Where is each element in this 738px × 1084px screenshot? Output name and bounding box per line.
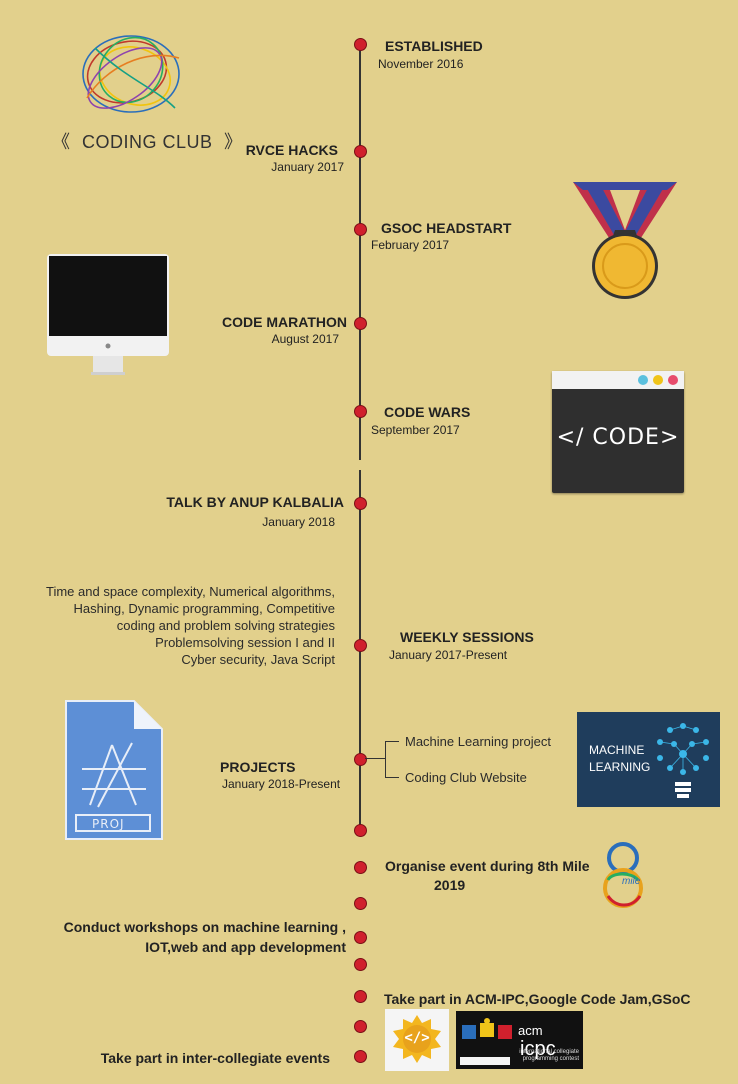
event-date-established: November 2016 (378, 57, 464, 71)
timeline-dot (354, 317, 367, 330)
mile-logo-text: mile (622, 876, 641, 887)
timeline-dot (354, 897, 367, 910)
timeline-dot (354, 931, 367, 944)
icpc-acm-text: acm (518, 1023, 543, 1038)
gsoc-glyph: </> (404, 1030, 430, 1046)
ml-card-line2: LEARNING (589, 760, 651, 774)
project-bracket (385, 741, 386, 777)
event-date-code-marathon: August 2017 (271, 332, 339, 346)
timeline-dot (354, 958, 367, 971)
event-date-talk: January 2018 (262, 515, 335, 529)
event-date-code-wars: September 2017 (371, 423, 460, 437)
code-window: </ CODE> (552, 371, 684, 493)
event-title-talk: TALK BY ANUP KALBALIA (166, 494, 344, 510)
event-date-rvce-hacks: January 2017 (271, 160, 344, 174)
timeline-dot (354, 824, 367, 837)
event-title-weekly-sessions: WEEKLY SESSIONS (400, 629, 534, 645)
ml-card-line1: MACHINE (589, 743, 645, 757)
session-topic: Problemsolving session I and II (155, 635, 335, 650)
monitor-icon (47, 254, 169, 375)
session-topic: Hashing, Dynamic programming, Competitiv… (73, 601, 335, 616)
logo-text: CODING CLUB (82, 132, 213, 152)
gsoc-logo: </> (385, 1009, 449, 1071)
timeline-dot (354, 145, 367, 158)
timeline-dot (354, 1050, 367, 1063)
icpc-logo: acm icpc international collegiate progra… (456, 1011, 583, 1069)
project-connector (385, 777, 399, 778)
logo-right-deco: 》 (224, 132, 243, 152)
lightbulb-network-icon (657, 723, 709, 798)
timeline-line (359, 40, 361, 460)
logo-left-deco: 《 (52, 132, 71, 152)
event-title-projects: PROJECTS (220, 759, 296, 775)
code-window-text: </ CODE> (556, 425, 680, 450)
project-item: Machine Learning project (405, 734, 551, 749)
timeline-dot (354, 405, 367, 418)
future-workshops-line1: Conduct workshops on machine learning , (63, 919, 346, 935)
session-topic: Time and space complexity, Numerical alg… (46, 584, 335, 599)
session-topic: Cyber security, Java Script (181, 652, 335, 667)
window-dot-icon (638, 375, 648, 385)
timeline-dot (354, 38, 367, 51)
event-date-projects: January 2018-Present (222, 777, 341, 791)
ml-card: MACHINE LEARNING (577, 712, 720, 807)
future-acm: Take part in ACM-IPC,Google Code Jam,GSo… (384, 991, 691, 1007)
eighth-mile-logo-icon (603, 842, 643, 908)
future-mile-line1: Organise event during 8th Mile (385, 858, 590, 874)
event-title-code-wars: CODE WARS (384, 404, 471, 420)
event-date-gsoc-headstart: February 2017 (371, 238, 450, 252)
session-topic: coding and problem solving strategies (116, 618, 335, 633)
sessions-topics: Time and space complexity, Numerical alg… (10, 583, 335, 668)
gsoc-sun-icon (393, 1015, 441, 1063)
event-title-gsoc-headstart: GSOC HEADSTART (381, 220, 512, 236)
icpc-caption: programming contest (522, 1056, 579, 1062)
medal-icon (573, 182, 677, 299)
event-title-rvce-hacks: RVCE HACKS (245, 142, 338, 158)
project-connector (385, 741, 399, 742)
logo-swirl-icon (82, 35, 180, 113)
event-title-established: ESTABLISHED (385, 38, 483, 54)
proj-label: PROJ (92, 817, 125, 831)
project-item: Coding Club Website (405, 770, 527, 785)
future-workshops-line2: IOT,web and app development (145, 939, 346, 955)
future-mile-line2: 2019 (434, 877, 466, 893)
timeline-dot (354, 990, 367, 1003)
timeline-dot (354, 223, 367, 236)
timeline-dot (354, 1020, 367, 1033)
window-dot-icon (653, 375, 663, 385)
icpc-caption: international collegiate (519, 1049, 579, 1055)
timeline-dot (354, 497, 367, 510)
icpc-balloons-icon (462, 1018, 512, 1039)
timeline-dot (354, 861, 367, 874)
code-window-titlebar (552, 371, 684, 389)
event-date-weekly-sessions: January 2017-Present (389, 648, 508, 662)
window-dot-icon (668, 375, 678, 385)
proj-file-icon (65, 700, 163, 840)
future-intercollegiate: Take part in inter-collegiate events (100, 1050, 330, 1066)
icpc-sponsor-strip (460, 1057, 510, 1065)
icpc-text: icpc (520, 1038, 556, 1060)
project-connector (365, 758, 385, 759)
timeline-dot (354, 639, 367, 652)
event-title-code-marathon: CODE MARATHON (222, 314, 347, 330)
timeline-dot (354, 753, 367, 766)
